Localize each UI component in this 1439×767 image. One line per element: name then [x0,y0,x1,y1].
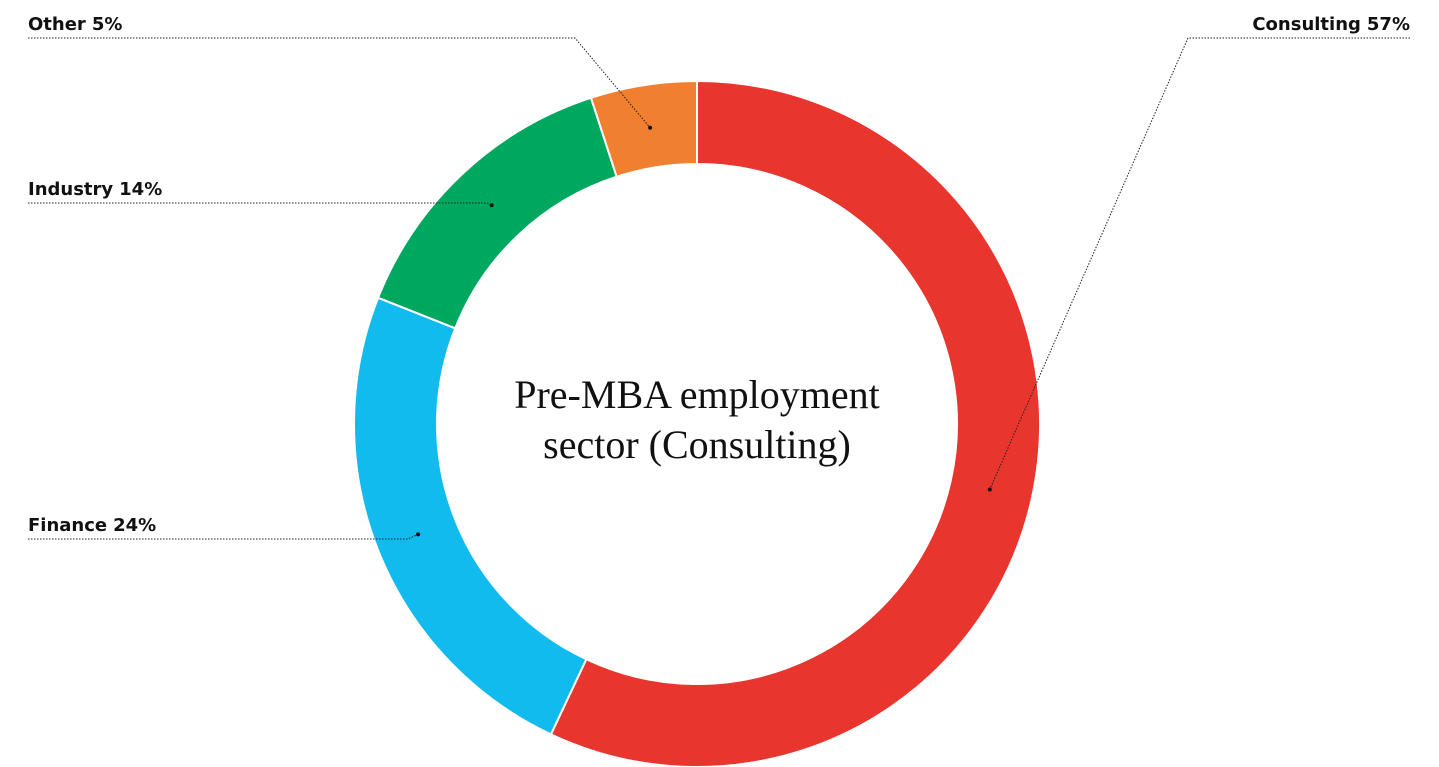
value-label: 5% [92,14,123,35]
value-label: 24% [113,515,156,536]
category-name: Industry [28,179,113,200]
leader-line [989,37,1410,490]
data-label: Consulting 57% [1252,14,1410,35]
chart-title: Pre-MBA employment sector (Consulting) [514,372,880,467]
leader-line [28,37,651,129]
leader-dot [987,487,992,492]
donut-segment [589,79,698,178]
donut-segment [376,96,618,330]
value-label: 14% [119,179,162,200]
donut-segment [353,296,588,736]
category-name: Consulting [1252,14,1361,35]
data-label: Finance 24% [28,515,156,536]
category-name: Finance [28,515,107,536]
donut-segment [549,79,1041,767]
leader-line [28,202,492,206]
leader-dot [489,203,494,208]
leader-line [28,533,419,540]
data-label: Industry 14% [28,179,162,200]
value-label: 57% [1367,14,1410,35]
data-label: Other 5% [28,14,122,35]
leader-dot [416,532,421,537]
leader-dot [648,125,653,130]
category-name: Other [28,14,86,35]
